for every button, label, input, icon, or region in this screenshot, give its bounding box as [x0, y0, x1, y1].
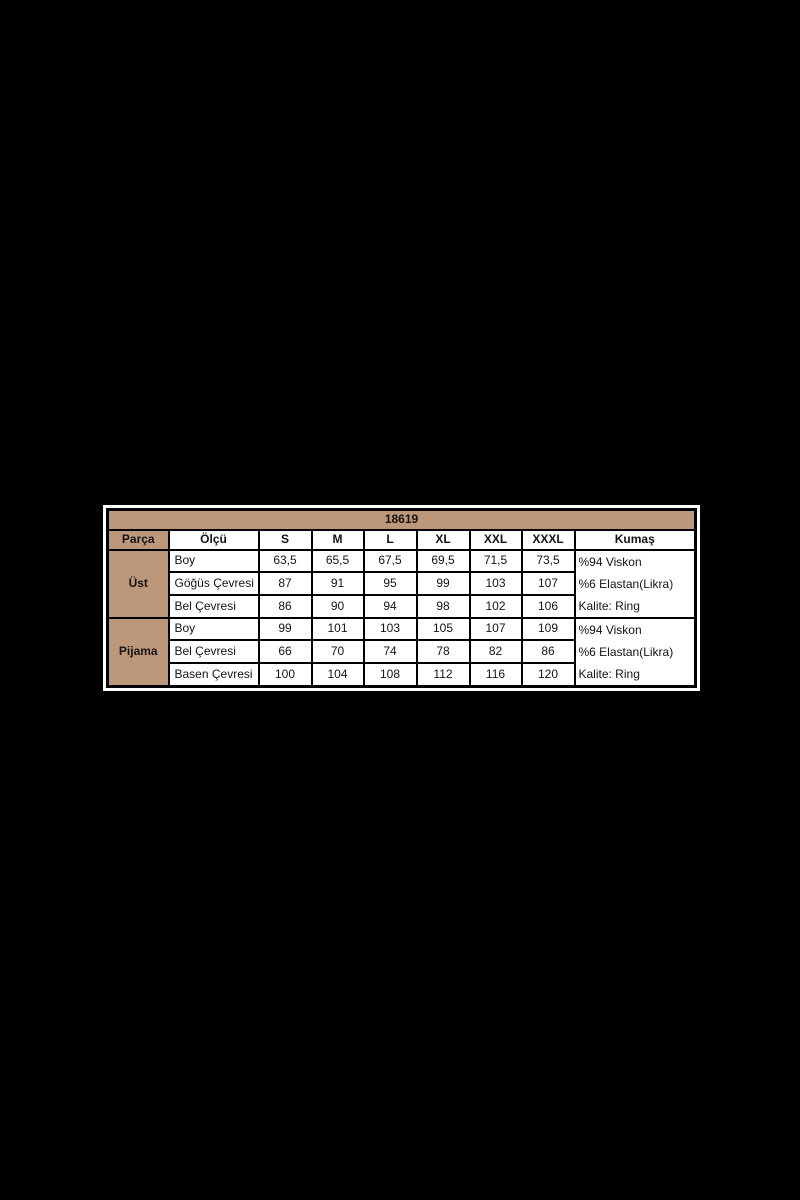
- group-label-pijama: Pijama: [106, 616, 170, 687]
- size-value: 106: [520, 593, 576, 619]
- size-value: 86: [257, 593, 313, 619]
- fabric-line: %6 Elastan(Likra): [578, 576, 674, 591]
- size-value: 95: [362, 571, 418, 596]
- product-code: 18619: [106, 508, 697, 531]
- size-value: 67,5: [362, 548, 418, 574]
- size-value: 108: [362, 662, 418, 687]
- size-value: 65,5: [310, 548, 365, 574]
- row-label: Bel Çevresi: [167, 593, 260, 619]
- table-row: Bel Çevresi 66 70 74 78 82 86: [108, 639, 696, 665]
- size-value: 90: [310, 593, 365, 619]
- col-header-size-m: M: [310, 528, 365, 551]
- col-header-size-l: L: [362, 528, 418, 551]
- fabric-line: Kalite: Ring: [578, 598, 640, 613]
- col-header-olcu: Ölçü: [167, 528, 260, 551]
- fabric-line: %94 Viskon: [578, 554, 642, 569]
- size-value: 82: [468, 639, 523, 665]
- size-value: 99: [415, 571, 471, 596]
- size-chart-table: 18619 Parça Ölçü S M L XL XXL XXXL Kumaş…: [106, 508, 697, 688]
- fabric-info-pijama: %94 Viskon %6 Elastan(Likra) Kalite: Rin…: [573, 616, 697, 687]
- fabric-line: %6 Elastan(Likra): [578, 644, 674, 659]
- table-row: Bel Çevresi 86 90 94 98 102 106: [108, 593, 696, 619]
- col-header-size-s: S: [257, 528, 313, 551]
- size-value: 70: [310, 639, 365, 665]
- row-label: Bel Çevresi: [167, 639, 260, 665]
- row-label: Basen Çevresi: [167, 662, 260, 687]
- size-value: 120: [520, 662, 576, 687]
- col-header-parca: Parça: [106, 528, 170, 551]
- size-chart-card: 18619 Parça Ölçü S M L XL XXL XXXL Kumaş…: [103, 505, 700, 691]
- size-value: 63,5: [257, 548, 313, 574]
- col-header-size-xxxl: XXXL: [520, 528, 576, 551]
- size-value: 101: [310, 616, 365, 642]
- size-value: 87: [257, 571, 313, 596]
- fabric-line: Kalite: Ring: [578, 666, 640, 681]
- group-label-ust: Üst: [106, 548, 170, 619]
- row-label: Boy: [167, 548, 260, 574]
- size-value: 69,5: [415, 548, 471, 574]
- table-row: Göğüs Çevresi 87 91 95 99 103 107: [108, 571, 696, 596]
- size-value: 102: [468, 593, 523, 619]
- row-label: Boy: [167, 616, 260, 642]
- table-row: Pijama Boy 99 101 103 105 107 109 %94 Vi…: [106, 616, 697, 687]
- col-header-size-xxl: XXL: [468, 528, 523, 551]
- row-label: Göğüs Çevresi: [167, 571, 260, 596]
- size-value: 103: [362, 616, 418, 642]
- size-value: 109: [520, 616, 576, 642]
- col-header-kumas: Kumaş: [573, 528, 697, 551]
- header-row: Parça Ölçü S M L XL XXL XXXL Kumaş: [106, 528, 697, 551]
- size-value: 91: [310, 571, 365, 596]
- size-value: 86: [520, 639, 576, 665]
- size-value: 107: [468, 616, 523, 642]
- size-value: 100: [257, 662, 313, 687]
- size-value: 71,5: [468, 548, 523, 574]
- size-value: 94: [362, 593, 418, 619]
- size-value: 112: [415, 662, 471, 687]
- table-row: Üst Boy 63,5 65,5 67,5 69,5 71,5 73,5 %9…: [106, 548, 697, 619]
- size-value: 107: [520, 571, 576, 596]
- size-value: 74: [362, 639, 418, 665]
- size-value: 73,5: [520, 548, 576, 574]
- size-value: 98: [415, 593, 471, 619]
- size-value: 66: [257, 639, 313, 665]
- size-value: 104: [310, 662, 365, 687]
- table-row: Basen Çevresi 100 104 108 112 116 120: [108, 662, 696, 687]
- size-value: 103: [468, 571, 523, 596]
- size-value: 99: [257, 616, 313, 642]
- col-header-size-xl: XL: [415, 528, 471, 551]
- fabric-info-ust: %94 Viskon %6 Elastan(Likra) Kalite: Rin…: [573, 548, 697, 619]
- code-row: 18619: [106, 508, 697, 531]
- fabric-line: %94 Viskon: [578, 622, 642, 637]
- size-value: 78: [415, 639, 471, 665]
- size-value: 116: [468, 662, 523, 687]
- size-value: 105: [415, 616, 471, 642]
